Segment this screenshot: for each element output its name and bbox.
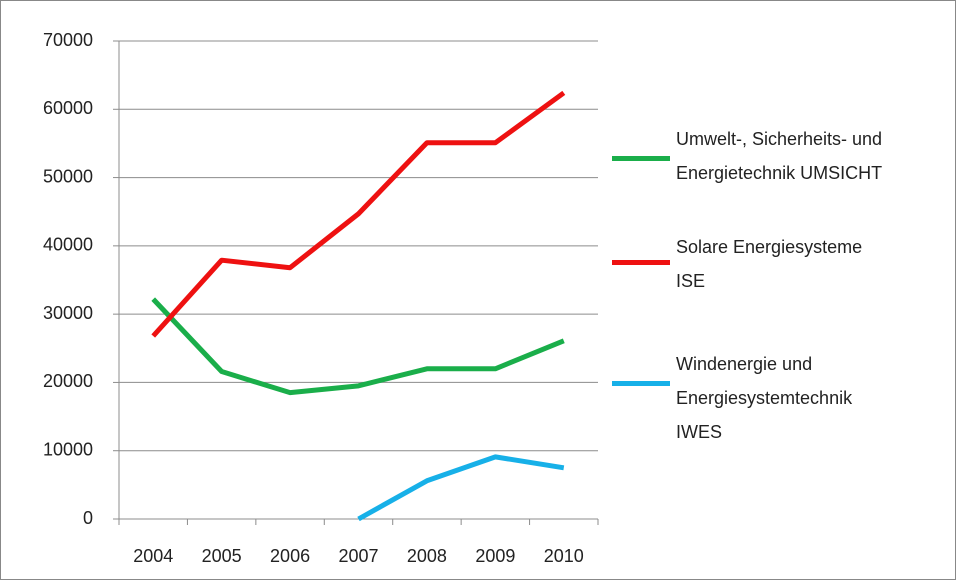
y-tick-label: 30000 [43,303,93,323]
legend-label: Solare Energiesysteme ISE [676,237,863,291]
legend-swatch [612,381,670,386]
y-tick-label: 50000 [43,166,93,186]
legend-swatch [612,156,670,161]
y-tick-label: 10000 [43,439,93,459]
x-tick-label: 2010 [544,546,584,566]
x-tick-label: 2004 [133,546,173,566]
y-tick-label: 0 [83,508,93,528]
x-tick-label: 2005 [202,546,242,566]
x-tick-label: 2009 [475,546,515,566]
y-tick-label: 40000 [43,235,93,255]
legend-label: Windenergie und Energiesystemtechnik IWE… [676,354,853,442]
legend-label: Umwelt-, Sicherheits- und Energietechnik… [676,129,883,183]
x-tick-label: 2008 [407,546,447,566]
series-line [357,454,565,522]
y-tick-label: 60000 [43,98,93,118]
x-tick-label: 2007 [338,546,378,566]
x-tick-label: 2006 [270,546,310,566]
series-line [151,297,565,396]
series-line [151,90,566,338]
y-tick-label: 20000 [43,371,93,391]
y-tick-label: 70000 [43,30,93,50]
legend-swatch [612,260,670,265]
